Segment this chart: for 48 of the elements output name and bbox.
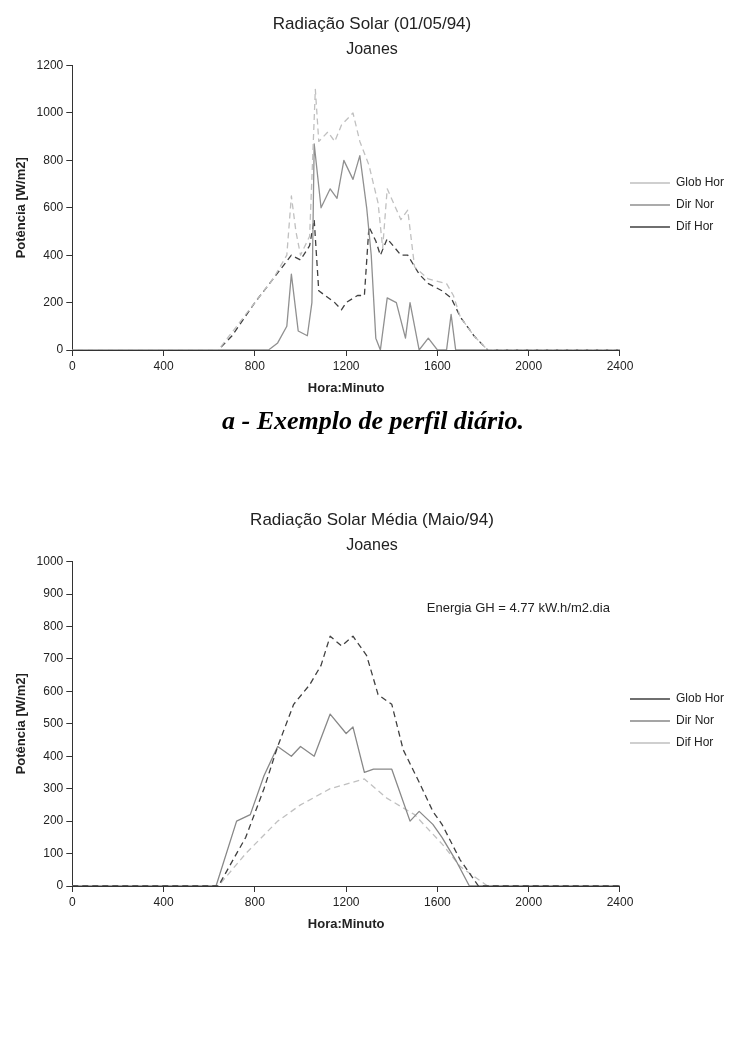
y-tick-label: 600 bbox=[43, 200, 64, 215]
x-tick-label: 800 bbox=[244, 358, 266, 373]
y-tick-label: 200 bbox=[43, 294, 64, 309]
legend-label: Glob Hor bbox=[675, 175, 725, 190]
x-tick-label: 1200 bbox=[332, 894, 360, 909]
x-tick-label: 2000 bbox=[515, 894, 543, 909]
y-tick-label: 500 bbox=[43, 716, 64, 731]
legend-label: Dir Nor bbox=[675, 713, 714, 728]
x-axis-title: Hora:Minuto bbox=[307, 915, 385, 931]
legend-label: Dif Hor bbox=[675, 219, 714, 234]
x-tick-label: 800 bbox=[244, 894, 266, 909]
y-tick-label: 1000 bbox=[36, 553, 64, 568]
x-tick-label: 2400 bbox=[606, 358, 634, 373]
chart-title: Radiação Solar (01/05/94) bbox=[272, 13, 472, 33]
y-axis-title: Potência [W/m2] bbox=[13, 673, 29, 775]
y-tick-label: 0 bbox=[56, 878, 64, 893]
legend-label: Dir Nor bbox=[675, 197, 714, 212]
y-axis-title: Potência [W/m2] bbox=[13, 157, 29, 259]
y-tick-label: 100 bbox=[43, 845, 64, 860]
x-tick-label: 1600 bbox=[424, 894, 452, 909]
x-axis-title: Hora:Minuto bbox=[307, 379, 385, 395]
y-tick-label: 800 bbox=[43, 152, 64, 167]
text: a - Exemplo de perfil diário. bbox=[221, 406, 525, 436]
y-tick-label: 1200 bbox=[36, 57, 64, 72]
y-tick-label: 400 bbox=[43, 748, 64, 763]
chart-subtitle: Joanes bbox=[346, 536, 398, 554]
annotation: Energia GH = 4.77 kW.h/m2.dia bbox=[426, 599, 611, 615]
y-tick-label: 1000 bbox=[36, 105, 64, 120]
chart-subtitle: Joanes bbox=[346, 40, 398, 58]
y-tick-label: 700 bbox=[43, 651, 64, 666]
legend-label: Dif Hor bbox=[675, 735, 714, 750]
y-tick-label: 800 bbox=[43, 618, 64, 633]
x-tick-label: 2000 bbox=[515, 358, 543, 373]
x-tick-label: 1600 bbox=[424, 358, 452, 373]
x-tick-label: 1200 bbox=[332, 358, 360, 373]
y-tick-label: 300 bbox=[43, 780, 64, 795]
x-tick-label: 400 bbox=[153, 358, 174, 373]
y-tick-label: 0 bbox=[56, 342, 64, 357]
legend-label: Glob Hor bbox=[675, 691, 725, 706]
x-tick-label: 400 bbox=[153, 894, 174, 909]
chart-title: Radiação Solar Média (Maio/94) bbox=[250, 509, 494, 529]
x-tick-label: 0 bbox=[68, 894, 76, 909]
y-tick-label: 400 bbox=[43, 247, 64, 262]
y-tick-label: 600 bbox=[43, 683, 64, 698]
y-tick-label: 900 bbox=[43, 586, 64, 601]
x-tick-label: 2400 bbox=[606, 894, 634, 909]
x-tick-label: 0 bbox=[68, 358, 76, 373]
y-tick-label: 200 bbox=[43, 813, 64, 828]
